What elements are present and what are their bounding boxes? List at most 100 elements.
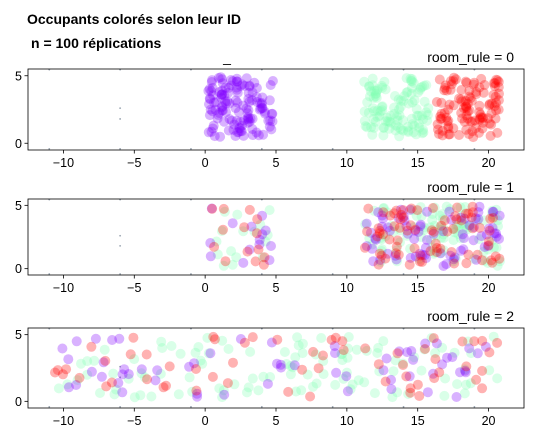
data-point <box>378 207 389 218</box>
data-point <box>484 225 495 236</box>
data-point <box>86 366 97 377</box>
data-point <box>223 125 234 136</box>
data-point <box>435 247 446 258</box>
data-point <box>326 334 337 345</box>
data-point <box>474 114 485 124</box>
data-point <box>437 342 448 353</box>
data-point <box>362 97 373 108</box>
data-point <box>488 331 499 342</box>
data-point <box>412 205 423 216</box>
data-point <box>455 233 466 244</box>
data-point <box>238 100 249 111</box>
data-point <box>412 110 423 121</box>
data-point <box>487 257 498 268</box>
data-point <box>487 205 498 216</box>
data-point <box>244 244 255 255</box>
data-point <box>392 235 403 246</box>
data-point <box>417 81 428 92</box>
data-point <box>62 379 73 390</box>
data-point <box>440 373 451 384</box>
data-point <box>442 226 453 237</box>
data-point <box>230 103 241 114</box>
data-point <box>478 215 489 226</box>
data-point <box>372 348 383 358</box>
data-point <box>385 117 396 128</box>
data-point <box>460 96 471 106</box>
data-point <box>63 354 74 365</box>
data-point <box>378 203 389 213</box>
data-point <box>471 374 482 385</box>
data-point <box>407 119 418 130</box>
data-point <box>419 222 430 233</box>
data-point <box>231 73 242 84</box>
data-point <box>266 124 277 135</box>
data-point <box>476 112 487 123</box>
data-point <box>428 248 439 259</box>
data-point <box>226 246 237 257</box>
data-point <box>382 222 393 233</box>
data-point <box>402 347 413 358</box>
data-point <box>405 220 416 231</box>
data-point <box>361 345 372 356</box>
data-point <box>490 78 500 88</box>
data-point <box>272 358 282 369</box>
x-tick-label: 5 <box>273 414 280 428</box>
x-tick-label: −10 <box>53 156 74 170</box>
data-point <box>461 110 472 121</box>
data-point <box>109 389 120 400</box>
data-point <box>243 114 254 125</box>
data-point <box>469 336 480 347</box>
data-point <box>435 114 446 124</box>
data-point <box>370 234 381 245</box>
data-point <box>90 333 101 344</box>
data-point <box>402 225 413 236</box>
data-point <box>245 346 256 357</box>
data-point <box>492 75 503 86</box>
data-point <box>420 344 430 354</box>
data-point <box>382 112 392 123</box>
data-point <box>435 248 446 259</box>
data-point <box>197 358 208 369</box>
data-point <box>86 341 97 352</box>
data-point <box>216 89 227 100</box>
data-point <box>100 355 111 366</box>
data-point <box>146 391 157 402</box>
data-point <box>394 131 405 142</box>
data-point <box>173 389 184 400</box>
data-point <box>395 204 406 215</box>
data-point <box>254 239 265 250</box>
data-point <box>485 213 496 224</box>
data-point <box>393 213 404 223</box>
x-tick-label: 20 <box>482 281 496 295</box>
data-point <box>205 94 216 105</box>
data-point <box>239 337 250 348</box>
data-point <box>428 203 438 213</box>
data-point <box>359 76 370 87</box>
data-point <box>50 367 60 378</box>
data-point <box>477 335 488 346</box>
data-point <box>456 245 466 256</box>
data-point <box>458 244 469 255</box>
data-point <box>483 241 493 252</box>
data-point <box>406 346 417 356</box>
data-point <box>374 110 385 121</box>
stray-label: _ <box>222 49 231 65</box>
data-point <box>256 98 267 108</box>
data-point <box>488 89 499 100</box>
data-point <box>468 235 479 246</box>
data-point <box>464 343 475 354</box>
data-point <box>119 364 130 375</box>
data-point <box>468 132 479 143</box>
data-point <box>150 375 161 386</box>
data-point <box>398 125 409 136</box>
data-point <box>235 116 246 127</box>
data-point <box>262 230 273 241</box>
data-point <box>477 383 488 394</box>
data-point <box>361 218 372 229</box>
data-point <box>211 236 222 247</box>
data-point <box>129 392 140 403</box>
data-point <box>493 221 503 232</box>
data-point <box>401 87 412 98</box>
data-point <box>373 223 384 234</box>
data-point <box>257 252 268 263</box>
